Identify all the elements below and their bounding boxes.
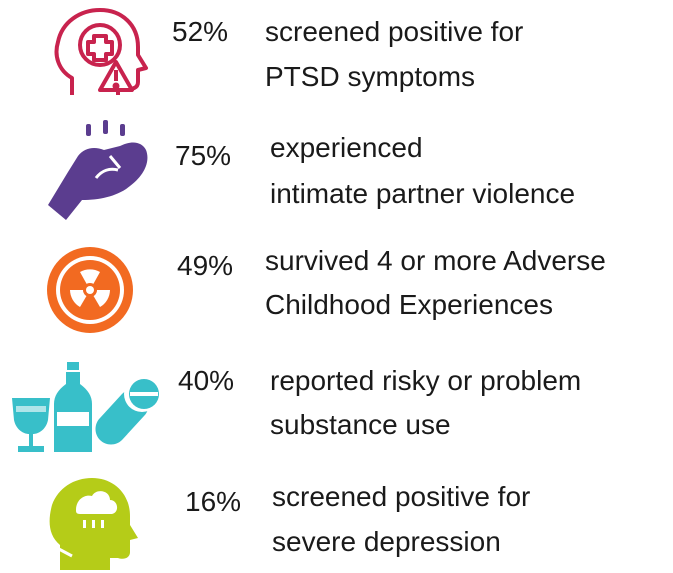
radiation-icon xyxy=(47,247,133,333)
stat-description: screened positive for xyxy=(272,481,531,512)
stat-description: survived 4 or more Adverse xyxy=(265,245,606,276)
stat-description: screened positive for xyxy=(265,16,524,47)
stat-description: severe depression xyxy=(272,526,501,557)
stat-description: PTSD symptoms xyxy=(265,61,476,92)
fist-icon xyxy=(48,120,148,220)
ptsd-icon xyxy=(54,8,148,95)
stat-description: substance use xyxy=(270,409,451,440)
stat-percent: 75% xyxy=(175,140,232,171)
stat-description: experienced xyxy=(270,132,423,163)
stat-description: Childhood Experiences xyxy=(265,289,553,320)
stat-description: intimate partner violence xyxy=(270,178,576,209)
depression-icon xyxy=(49,478,138,570)
stat-percent: 49% xyxy=(177,250,234,281)
substance-icon xyxy=(12,362,160,452)
stat-description: reported risky or problem xyxy=(270,365,582,396)
stat-percent: 16% xyxy=(185,486,242,517)
stat-percent: 40% xyxy=(178,365,235,396)
stat-percent: 52% xyxy=(172,16,229,47)
